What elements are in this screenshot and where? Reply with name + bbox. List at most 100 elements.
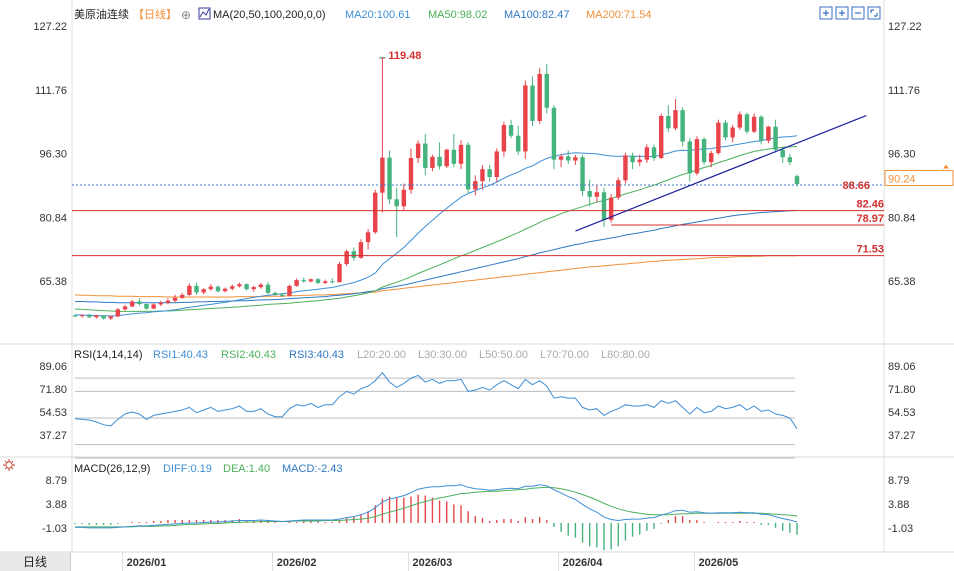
trend-line [575,115,867,232]
candle-body [101,315,106,319]
candle-body [215,286,221,292]
candle-body [680,110,685,142]
candle-body [415,143,421,159]
instrument-name: 美原油连续 [74,7,129,21]
candle-body [465,144,471,190]
macd-dea-line [75,486,798,528]
candle-body [523,85,528,152]
candle-body [630,155,635,163]
candle-body [344,251,349,265]
support-level-label: 78.97 [856,213,884,225]
ma-settings-icon[interactable] [198,7,211,20]
candle-body [108,316,113,319]
candle-body [72,315,78,317]
rsi-tick-right: 89.06 [888,361,916,373]
candle-body [480,169,485,182]
candle-body [544,73,550,108]
candle-body [351,251,357,258]
rsi-header: RSI(14,14,14) RSI1:40.43 RSI2:40.43 RSI3… [74,349,650,361]
rsi-tick-left: 71.80 [39,384,67,396]
candle-body [716,122,721,154]
annotations-layer: 119.48 88.66 82.46 78.97 71.53 90.24 [72,50,954,257]
candle-body [637,159,642,163]
price-tick-right: 111.76 [888,85,920,97]
fullscreen-icon[interactable] [867,6,881,20]
candle-body [315,279,321,283]
candle-body [580,157,585,192]
resistance-label: 88.66 [842,180,870,192]
rsi-l80: L80:80.00 [601,349,650,361]
rsi-line [74,371,798,429]
main-header: 美原油连续 【日线】 ⊕ MA(20,50,100,200,0,0) MA20:… [74,7,651,22]
candle-body [701,139,707,163]
rsi-tick-left: 89.06 [39,361,67,373]
candle-body [658,115,664,159]
candle-body [244,284,249,290]
ma100-value: MA100:82.47 [504,9,569,21]
candle-body [122,306,128,310]
candle-body [551,107,557,160]
axis-labels-layer: 127.22 127.22 111.76 111.76 96.30 96.30 80.84 8… [33,21,922,571]
price-tick-right: 80.84 [888,212,916,224]
candle-body [787,157,793,163]
candle-body [280,294,285,296]
candle-body [180,294,185,298]
candle-body [651,147,657,159]
zoom-in-icon[interactable] [835,6,849,20]
ma100-line [75,209,798,304]
candle-body [94,315,99,318]
candle-body [401,189,407,207]
rsi-tick-left: 37.27 [39,430,67,442]
candle-body [165,300,171,303]
price-tick-left: 96.30 [39,149,67,161]
candle-body [616,180,621,198]
indicator-settings-icon[interactable] [3,459,15,471]
price-tick-right: 96.30 [888,149,916,161]
ma50-value: MA50:98.02 [428,9,487,21]
last-price-label: 90.24 [888,173,916,185]
candles-layer [72,57,800,321]
candle-body [423,143,428,168]
rsi-l20: L20:20.00 [357,349,406,361]
candle-body [501,125,507,152]
candle-body [737,114,743,128]
candle-body [751,116,757,132]
rsi-l50: L50:50.00 [479,349,528,361]
moving-averages-layer [74,135,798,317]
expand-icon[interactable] [819,6,833,20]
crosshair-toggle-icon[interactable]: ⊕ [181,8,191,22]
candle-body [194,285,199,293]
macd-tick-left: 3.88 [46,499,67,511]
ma50-line [74,146,798,312]
macd-tick-right: -1.03 [888,523,913,535]
candle-body [208,286,214,290]
period-selector-button[interactable]: 日线 [0,552,71,571]
candle-body [508,125,514,136]
candle-body [594,192,600,197]
period-tag: 【日线】 [133,7,177,21]
candle-body [251,287,256,290]
candle-body [587,191,592,197]
macd-header: MACD(26,12,9) DIFF:0.19 DEA:1.40 MACD:-2… [3,459,343,475]
candle-body [730,127,735,138]
ma200-value: MA200:71.54 [586,9,651,21]
support-level-label: 82.46 [856,199,884,211]
date-tick-label: 2026/02 [277,557,317,569]
candle-body [79,315,85,317]
ma-params: MA(20,50,100,200,0,0) [213,9,326,21]
rsi-l30: L30:30.00 [418,349,467,361]
candle-body [272,292,278,295]
candle-body [137,301,142,305]
date-tick-label: 2026/04 [563,557,604,569]
candle-body [87,315,92,318]
candle-body [451,149,457,164]
macd-diff-line [75,484,798,529]
candle-body [759,116,764,141]
candle-body [694,139,700,174]
candle-body [709,153,714,163]
rsi-tick-right: 54.53 [888,407,916,419]
zoom-out-icon[interactable] [851,6,865,20]
